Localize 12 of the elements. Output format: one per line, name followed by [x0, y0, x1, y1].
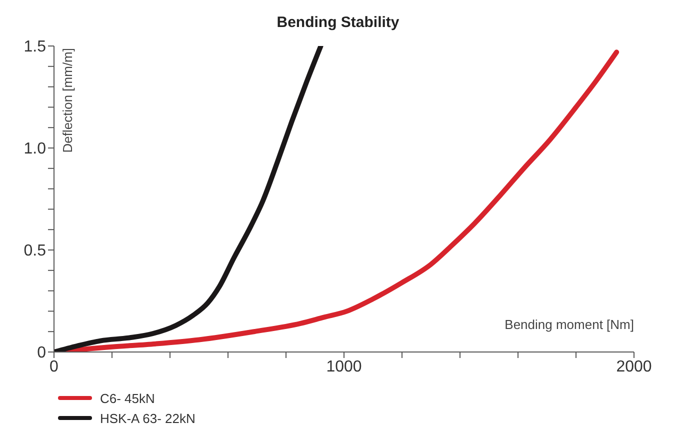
legend-label: HSK-A 63- 22kN: [100, 410, 196, 426]
y-tick-label: 1.0: [24, 140, 46, 158]
y-axis-title: Deflection [mm/m]: [60, 48, 75, 153]
chart-title: Bending Stability: [276, 14, 400, 31]
x-tick-label: 1000: [326, 358, 362, 376]
legend-label: C6- 45kN: [100, 390, 155, 406]
y-tick-label: 0: [37, 344, 46, 362]
x-tick-label: 2000: [616, 358, 652, 376]
y-tick-label: 1.5: [24, 38, 46, 56]
x-tick-label: 0: [50, 358, 59, 376]
y-tick-label: 0.5: [24, 242, 46, 260]
x-axis-title: Bending moment [Nm]: [504, 317, 634, 332]
